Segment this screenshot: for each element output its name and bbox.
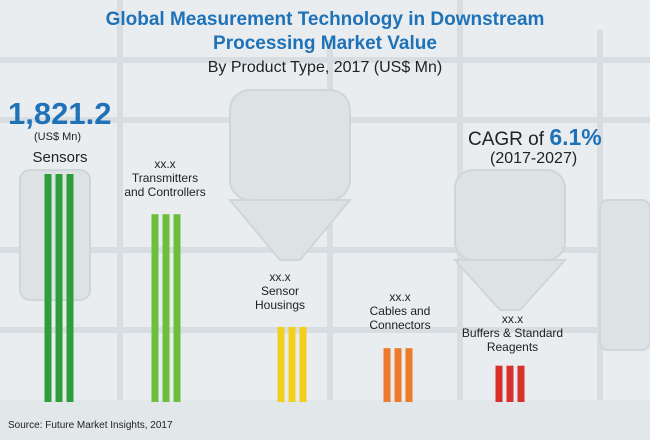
bar-transmitters bbox=[151, 214, 181, 402]
bar-cables-connectors-strip bbox=[383, 348, 391, 402]
category-label-sensors: Sensors bbox=[32, 149, 88, 166]
bar-cables-connectors-strip bbox=[405, 348, 413, 402]
bar-sensors bbox=[44, 174, 74, 402]
data-label-sensor-housings: xx.x bbox=[269, 270, 291, 284]
bar-transmitters-strip bbox=[151, 214, 159, 402]
bar-cables-connectors bbox=[383, 348, 413, 402]
data-label-cables-connectors: xx.x bbox=[389, 290, 411, 304]
bar-sensor-housings bbox=[277, 326, 307, 402]
cagr-value: 6.1% bbox=[549, 124, 602, 150]
bar-buffers-reagents-strip bbox=[517, 365, 525, 402]
bar-sensors-strip bbox=[66, 174, 74, 402]
data-label-buffers-reagents: xx.x bbox=[501, 312, 524, 326]
bar-buffers-reagents bbox=[495, 365, 525, 402]
chart-subtitle: By Product Type, 2017 (US$ Mn) bbox=[207, 59, 443, 76]
bar-sensor-housings-strip bbox=[288, 326, 296, 402]
bar-sensors-strip bbox=[55, 174, 63, 402]
source-note: Source: Future Market Insights, 2017 bbox=[8, 420, 173, 431]
category-label-cables-connectors: xx.x Cables and Connectors bbox=[345, 290, 455, 332]
cagr-label: CAGR of 6.1% bbox=[468, 124, 602, 150]
chart-title-line-2: Processing Market Value bbox=[213, 33, 437, 54]
category-label-buffers-reagents: xx.x Buffers & Standard Reagents bbox=[450, 312, 575, 354]
chart-title-line-1: Global Measurement Technology in Downstr… bbox=[105, 9, 545, 30]
category-label-transmitters: xx.x Transmitters and Controllers bbox=[100, 157, 230, 199]
category-label-sensor-housings: xx.x Sensor Housings bbox=[235, 270, 325, 312]
bar-buffers-reagents-strip bbox=[495, 365, 503, 402]
bar-sensor-housings-strip bbox=[299, 326, 307, 402]
bar-cables-connectors-strip bbox=[394, 348, 402, 402]
bar-transmitters-strip bbox=[173, 214, 181, 402]
bar-transmitters-strip bbox=[162, 214, 170, 402]
bar-sensors-strip bbox=[44, 174, 52, 402]
bar-sensor-housings-strip bbox=[277, 326, 285, 402]
data-label-sensors: 1,821.2 bbox=[8, 96, 112, 131]
value-unit-label: (US$ Mn) bbox=[34, 131, 82, 143]
cagr-period: (2017-2027) bbox=[490, 150, 578, 167]
data-label-transmitters: xx.x bbox=[154, 157, 176, 171]
bar-buffers-reagents-strip bbox=[506, 365, 514, 402]
